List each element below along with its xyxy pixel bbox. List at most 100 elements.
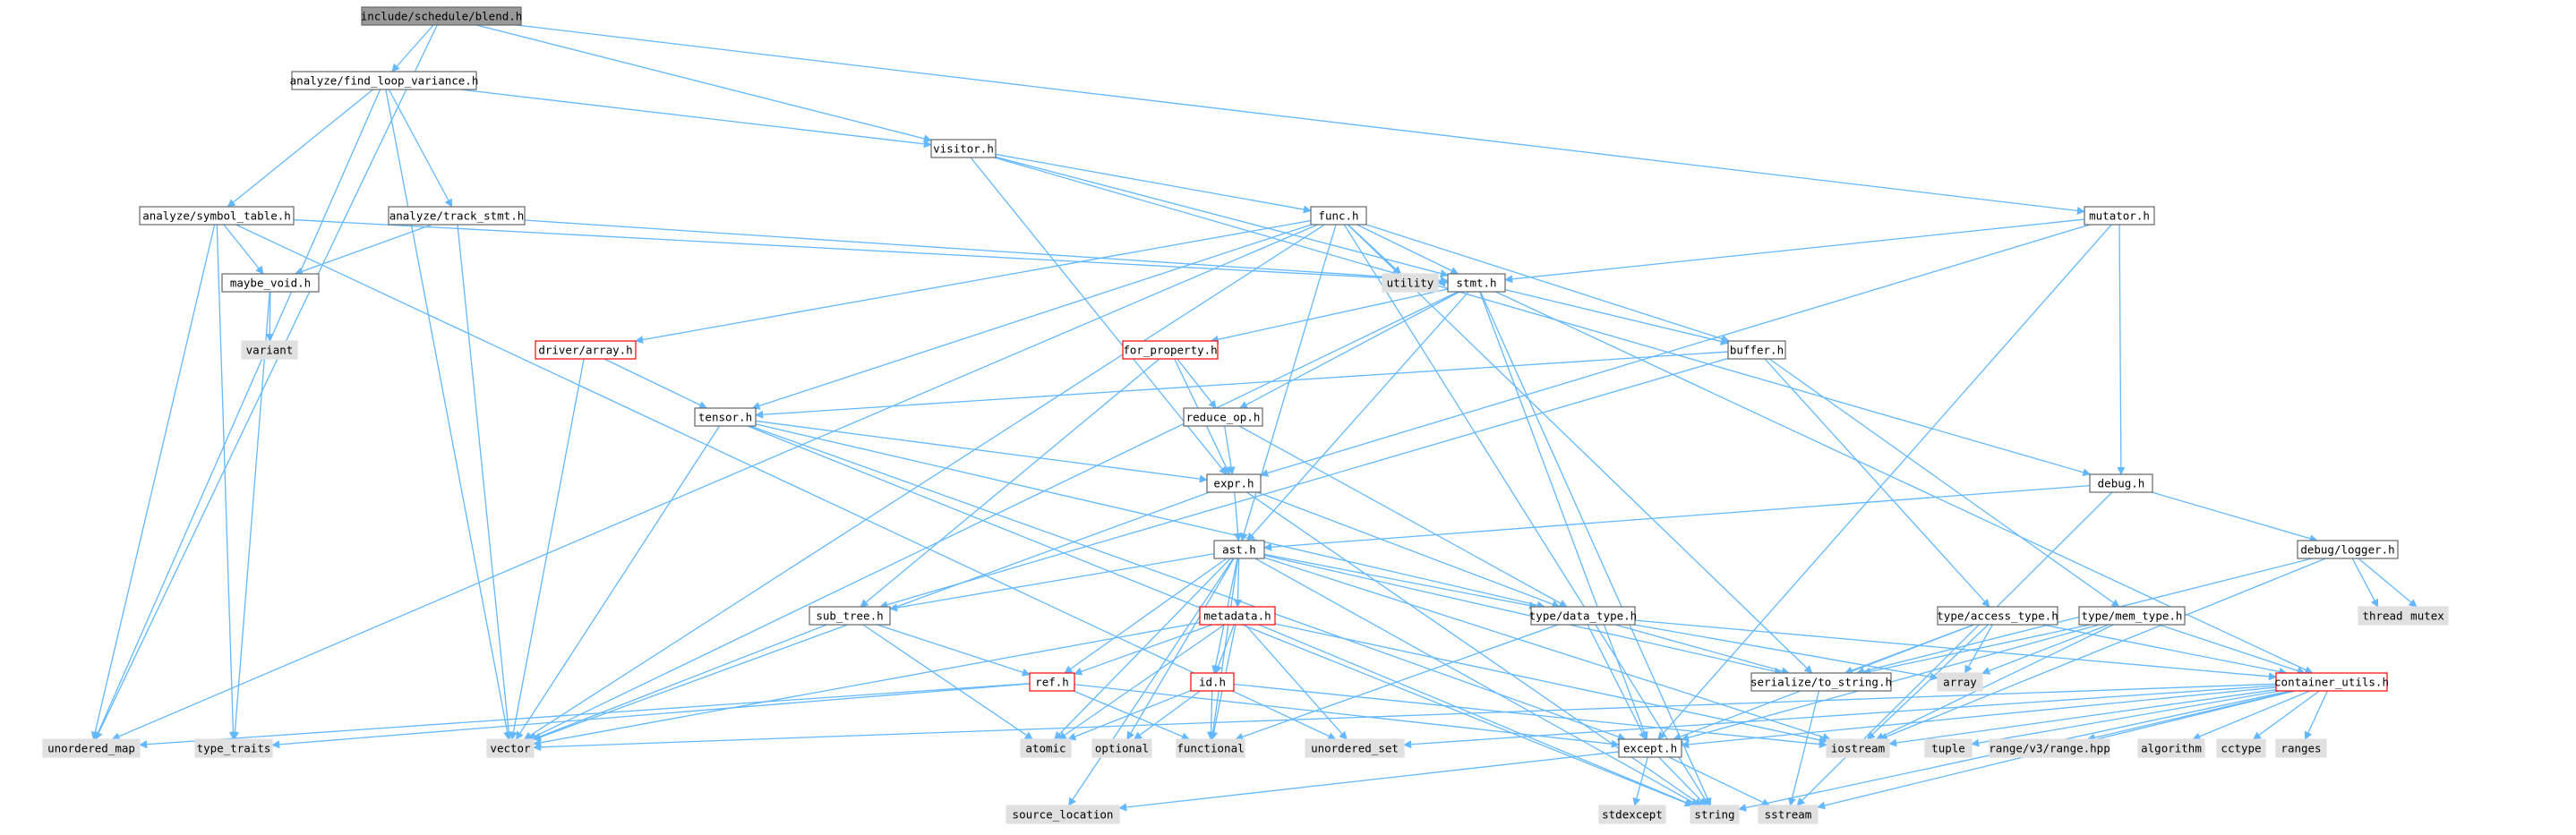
node-source_location: source_location	[1006, 805, 1120, 824]
node-label-expr: expr.h	[1213, 477, 1254, 490]
node-label-algorithm: algorithm	[2141, 742, 2202, 755]
edge-contutils-to-iostream	[1888, 689, 2277, 747]
edge-blend-to-mutator	[516, 24, 2085, 215]
node-stmt[interactable]: stmt.h	[1447, 273, 1506, 293]
node-datatype[interactable]: type/data_type.h	[1529, 606, 1637, 626]
edge-contutils-to-except	[1681, 686, 2277, 749]
edge-debug-to-debuglogger	[2152, 491, 2318, 543]
edge-stmt-to-buffer	[1504, 289, 1729, 345]
node-label-symtab: analyze/symbol_table.h	[142, 209, 291, 223]
node-trackstmt[interactable]: analyze/track_stmt.h	[388, 206, 526, 226]
node-label-visitor: visitor.h	[933, 142, 994, 156]
edge-accesstype-to-contutils	[2042, 624, 2288, 676]
node-blend[interactable]: include/schedule/blend.h	[361, 6, 523, 26]
edge-trackstmt-to-vector	[457, 224, 513, 740]
node-mutex: mutex	[2406, 606, 2449, 626]
node-contutils[interactable]: container_utils.h	[2274, 672, 2389, 692]
node-label-blend: include/schedule/blend.h	[361, 10, 523, 23]
node-box-unordered_map	[42, 738, 141, 758]
node-box-driverarray	[535, 340, 637, 360]
node-label-contutils: container_utils.h	[2274, 676, 2389, 689]
edge-tensor-to-vector	[515, 425, 721, 740]
node-driverarray[interactable]: driver/array.h	[535, 340, 637, 360]
edge-ast-to-string	[1254, 558, 1699, 806]
edge-memtype-to-contutils	[2158, 624, 2306, 675]
node-tostring[interactable]: serialize/to_string.h	[1750, 672, 1892, 692]
edge-reduceop-to-expr	[1223, 425, 1236, 475]
node-unordered_set: unordered_set	[1305, 738, 1405, 758]
node-label-ast: ast.h	[1222, 543, 1256, 557]
edge-ast-to-optional	[1126, 558, 1235, 740]
node-metadata[interactable]: metadata.h	[1199, 606, 1276, 626]
edge-mutator-to-except	[1657, 224, 2112, 740]
node-stdexcept: stdexcept	[1598, 805, 1666, 824]
dependency-nodes: include/schedule/blend.h analyze/find_loo…	[42, 6, 2449, 824]
edge-tostring-to-sstream	[1788, 690, 1820, 806]
edge-tensor-to-datatype	[755, 423, 1545, 609]
node-label-debug: debug.h	[2098, 477, 2145, 490]
edge-memtype-to-tostring	[1862, 624, 2091, 676]
edge-idh-to-iostream	[1233, 683, 1827, 749]
node-label-idh: id.h	[1199, 676, 1226, 689]
node-label-except: except.h	[1623, 742, 1677, 755]
node-label-unordered_set: unordered_set	[1311, 742, 1399, 755]
edge-buffer-to-memtype	[1768, 358, 2120, 608]
node-optional: optional	[1091, 738, 1152, 758]
edge-debuglogger-to-thread	[2351, 558, 2379, 608]
node-box-ranges	[2275, 738, 2327, 758]
node-ast[interactable]: ast.h	[1213, 540, 1265, 559]
node-box-mutator	[2084, 206, 2155, 226]
node-box-memtype	[2078, 606, 2186, 626]
edge-blend-to-flv	[391, 24, 434, 72]
node-forprop[interactable]: for_property.h	[1122, 340, 1219, 360]
edge-driverarray-to-tensor	[603, 358, 708, 409]
node-box-buffer	[1727, 340, 1786, 360]
node-debuglogger[interactable]: debug/logger.h	[2297, 540, 2399, 559]
node-memtype[interactable]: type/mem_type.h	[2078, 606, 2186, 626]
edge-memtype-to-array	[1981, 624, 2110, 675]
node-box-contutils	[2275, 672, 2388, 692]
node-box-accesstype	[1937, 606, 2058, 626]
node-flv[interactable]: analyze/find_loop_variance.h	[290, 71, 479, 90]
node-box-functional	[1176, 738, 1245, 758]
edge-flv-to-trackstmt	[388, 89, 453, 208]
edge-flv-to-vector	[385, 89, 512, 740]
edge-ast-to-metadata	[1233, 558, 1243, 608]
node-string: string	[1690, 805, 1740, 824]
edge-expr-to-datatype	[1257, 491, 1561, 609]
edge-ast-to-source_location	[1068, 558, 1234, 806]
node-label-thread: thread	[2362, 609, 2402, 623]
node-label-driverarray: driver/array.h	[538, 344, 632, 357]
node-box-atomic	[1020, 738, 1072, 758]
node-visitor[interactable]: visitor.h	[930, 139, 997, 158]
node-ref[interactable]: ref.h	[1029, 672, 1075, 692]
node-ranges: ranges	[2275, 738, 2327, 758]
edge-trackstmt-to-maybevoid	[294, 224, 432, 276]
node-label-ref: ref.h	[1035, 676, 1069, 689]
node-reduceop[interactable]: reduce_op.h	[1183, 407, 1263, 427]
edge-stmt-to-contutils	[1495, 291, 2314, 674]
node-box-vector	[486, 738, 535, 758]
node-except[interactable]: except.h	[1618, 738, 1682, 758]
node-subtree[interactable]: sub_tree.h	[809, 606, 891, 626]
node-idh[interactable]: id.h	[1190, 672, 1235, 692]
node-box-trackstmt	[388, 206, 526, 226]
node-maybevoid[interactable]: maybe_void.h	[221, 273, 320, 293]
node-box-tostring	[1750, 672, 1892, 692]
node-cctype: cctype	[2216, 738, 2266, 758]
node-expr[interactable]: expr.h	[1206, 473, 1262, 493]
node-box-cctype	[2216, 738, 2266, 758]
node-accesstype[interactable]: type/access_type.h	[1937, 606, 2058, 626]
node-debug[interactable]: debug.h	[2089, 473, 2153, 493]
node-symtab[interactable]: analyze/symbol_table.h	[139, 206, 295, 226]
edge-contutils-to-ranges	[2304, 690, 2329, 740]
node-buffer[interactable]: buffer.h	[1727, 340, 1786, 360]
node-mutator[interactable]: mutator.h	[2084, 206, 2155, 226]
node-iostream: iostream	[1826, 738, 1890, 758]
node-label-mutator: mutator.h	[2089, 209, 2150, 223]
node-func[interactable]: func.h	[1310, 206, 1367, 226]
node-tensor[interactable]: tensor.h	[694, 407, 757, 427]
node-box-ast	[1213, 540, 1265, 559]
edge-flv-to-unordered_map	[94, 89, 381, 740]
